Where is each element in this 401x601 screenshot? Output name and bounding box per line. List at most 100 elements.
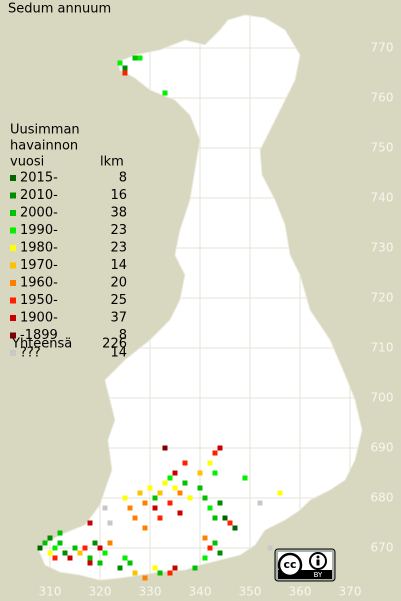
- legend-label: 1950-: [20, 293, 58, 308]
- observation: [182, 460, 188, 466]
- observation: [207, 505, 213, 511]
- observation: [267, 545, 273, 551]
- legend-label: 1970-: [20, 258, 58, 273]
- legend-heading: Uusimman: [10, 123, 80, 138]
- y-tick-label: 750: [371, 141, 394, 155]
- observation: [107, 540, 113, 546]
- legend-count: 8: [119, 328, 127, 343]
- observation: [47, 535, 53, 541]
- observation: [177, 510, 183, 516]
- legend-count: 8: [119, 171, 127, 186]
- y-tick-label: 720: [371, 291, 394, 305]
- observation: [242, 475, 248, 481]
- observation: [187, 495, 193, 501]
- observation: [202, 535, 208, 541]
- observation: [162, 480, 168, 486]
- legend-swatch: [10, 262, 16, 269]
- observation: [162, 445, 168, 451]
- legend-count: 37: [110, 311, 127, 326]
- observation: [167, 500, 173, 506]
- observation: [157, 515, 163, 521]
- observation: [212, 515, 218, 521]
- observation: [117, 565, 123, 571]
- observation: [137, 490, 143, 496]
- observation: [172, 485, 178, 491]
- legend-count: 25: [110, 293, 127, 308]
- observation: [222, 515, 228, 521]
- legend-label: 2000-: [20, 206, 58, 221]
- y-tick-label: 710: [371, 341, 394, 355]
- observation: [212, 470, 218, 476]
- observation: [127, 560, 133, 566]
- observation: [47, 550, 53, 556]
- observation: [52, 545, 58, 551]
- observation: [132, 515, 138, 521]
- y-tick-label: 700: [371, 391, 394, 405]
- observation: [172, 565, 178, 571]
- x-tick-label: 330: [139, 585, 162, 599]
- license-badge: cc BY: [274, 548, 336, 582]
- observation: [122, 65, 128, 71]
- x-tick-label: 370: [339, 585, 362, 599]
- observation: [177, 490, 183, 496]
- observation: [87, 520, 93, 526]
- observation: [92, 540, 98, 546]
- legend-label: ???: [20, 346, 41, 361]
- legend-swatch: [10, 315, 16, 321]
- observation: [102, 550, 108, 556]
- observation: [227, 520, 233, 526]
- observation: [142, 500, 148, 506]
- legend-swatch: [10, 332, 16, 339]
- observations: [37, 55, 283, 581]
- y-tick-label: 680: [371, 491, 394, 505]
- y-tick-label: 770: [371, 41, 394, 55]
- observation: [217, 550, 223, 556]
- observation: [132, 570, 138, 576]
- observation: [212, 450, 218, 456]
- observation: [122, 555, 128, 561]
- observation: [87, 555, 93, 561]
- observation: [212, 540, 218, 546]
- legend-count-heading: lkm: [100, 155, 124, 170]
- observation: [192, 565, 198, 571]
- legend-label: 1960-: [20, 276, 58, 291]
- observation: [152, 565, 158, 571]
- observation: [97, 545, 103, 551]
- observation: [197, 485, 203, 491]
- observation: [142, 525, 148, 531]
- legend-label: 1990-: [20, 223, 58, 238]
- observation: [157, 490, 163, 496]
- observation: [122, 495, 128, 501]
- y-tick-label: 730: [371, 241, 394, 255]
- legend-count: 23: [110, 223, 127, 238]
- observation: [62, 550, 68, 556]
- observation: [202, 495, 208, 501]
- observation: [167, 570, 173, 576]
- observation: [87, 560, 93, 566]
- observation: [162, 90, 168, 96]
- observation: [82, 545, 88, 551]
- observation: [52, 555, 58, 561]
- observation: [232, 525, 238, 531]
- legend-swatch: [10, 280, 16, 286]
- x-tick-label: 310: [39, 585, 62, 599]
- x-tick-label: 350: [239, 585, 262, 599]
- observation: [152, 505, 158, 511]
- legend-swatch: [10, 245, 16, 251]
- observation: [57, 530, 63, 536]
- legend-label: 1980-: [20, 241, 58, 256]
- observation: [57, 540, 63, 546]
- legend-count: 14: [110, 258, 127, 273]
- legend-swatch: [10, 350, 16, 356]
- observation: [157, 570, 163, 576]
- observation: [72, 545, 78, 551]
- legend-label: 1900-: [20, 311, 58, 326]
- legend-count: 14: [110, 346, 127, 361]
- observation: [172, 470, 178, 476]
- y-tick-label: 670: [371, 541, 394, 555]
- observation: [132, 55, 138, 61]
- observation: [207, 545, 213, 551]
- observation: [142, 575, 148, 581]
- observation: [137, 55, 143, 61]
